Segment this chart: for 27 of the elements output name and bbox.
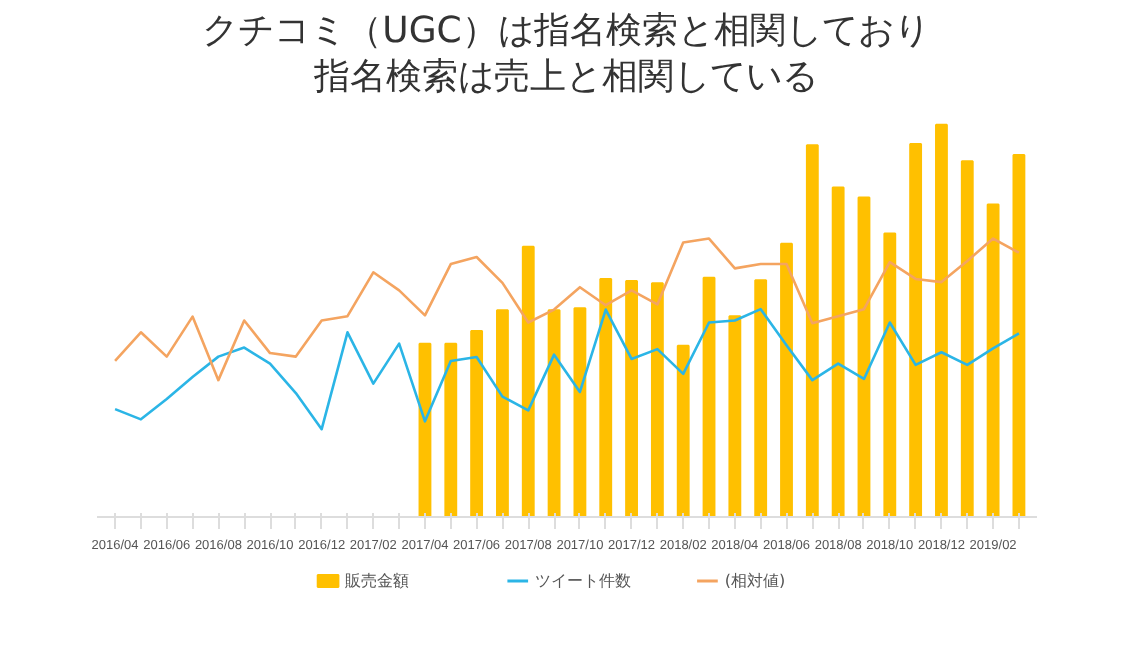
bar xyxy=(1012,154,1026,517)
bar xyxy=(521,245,535,517)
bar xyxy=(960,160,974,517)
bar xyxy=(599,277,613,517)
bar xyxy=(547,309,561,517)
bar xyxy=(754,279,768,517)
bar xyxy=(573,307,587,517)
bar xyxy=(625,279,638,517)
bar xyxy=(780,242,793,517)
bar xyxy=(883,232,897,517)
chart-title: クチコミ（UGC）は指名検索と相関しており指名検索は売上と相関している xyxy=(200,8,932,100)
bar xyxy=(935,123,948,517)
bar xyxy=(986,203,1000,517)
bar xyxy=(702,276,716,517)
legend-label: 販売金額 xyxy=(345,572,410,590)
bar xyxy=(805,144,819,517)
bar xyxy=(909,143,923,517)
bar xyxy=(444,342,458,517)
bar xyxy=(831,186,845,517)
bar xyxy=(470,330,484,517)
legend-label: (相対値) xyxy=(724,572,786,590)
bar xyxy=(650,282,664,517)
bar xyxy=(496,309,509,517)
bar xyxy=(857,196,871,517)
legend-label: ツイート件数 xyxy=(534,572,631,590)
bar xyxy=(676,344,690,517)
bar xyxy=(728,315,742,517)
